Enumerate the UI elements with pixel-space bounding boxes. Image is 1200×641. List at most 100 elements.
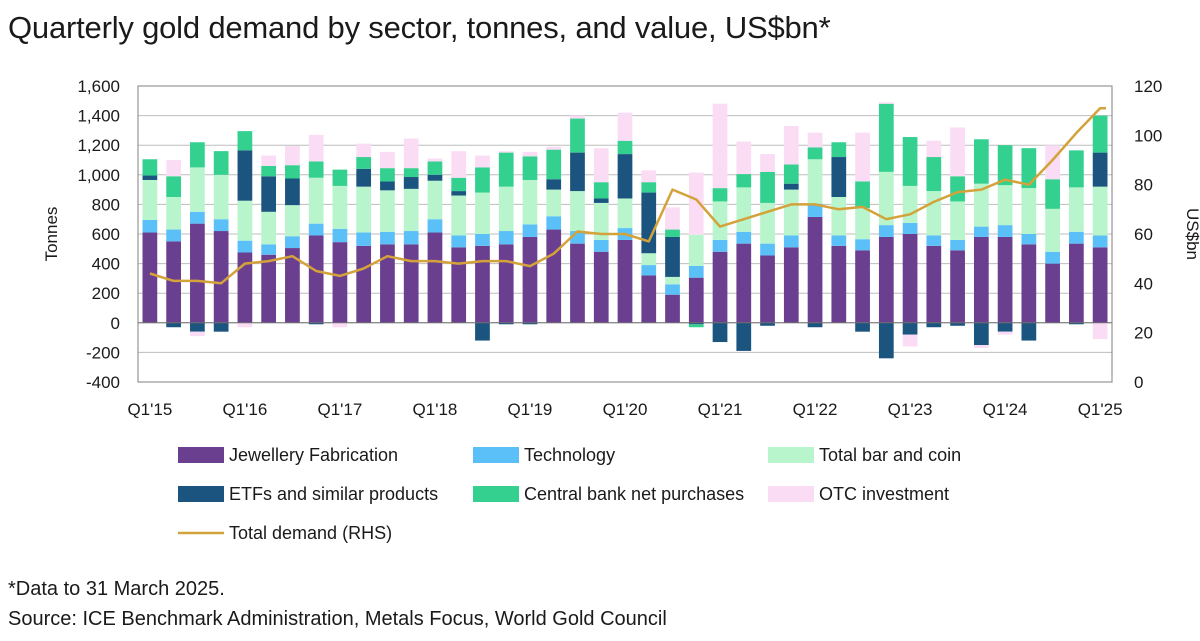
bar-segment-etfs-and-similar-products bbox=[1069, 322, 1084, 325]
bar-segment-jewellery-fabrication bbox=[475, 245, 490, 323]
bar-segment-total-bar-and-coin bbox=[498, 186, 514, 232]
bar-segment-total-bar-and-coin bbox=[902, 185, 918, 223]
bar-segment-technology bbox=[926, 235, 942, 246]
legend-label: Total demand (RHS) bbox=[229, 523, 392, 543]
bar-segment-central-bank-net-purchases bbox=[926, 157, 942, 192]
bar-segment-etfs-and-similar-products bbox=[1021, 322, 1037, 341]
bar-segment-central-bank-net-purchases bbox=[522, 156, 538, 180]
bar-segment-total-bar-and-coin bbox=[522, 179, 538, 225]
bar-segment-jewellery-fabrication bbox=[332, 242, 348, 323]
y2-tick-label: 100 bbox=[1134, 126, 1162, 145]
bar-segment-otc-investment bbox=[522, 151, 538, 157]
bar-segment-total-bar-and-coin bbox=[688, 234, 704, 266]
bar-segment-otc-investment bbox=[997, 331, 1013, 335]
bar-segment-central-bank-net-purchases bbox=[213, 151, 229, 175]
bar-segment-otc-investment bbox=[1045, 145, 1060, 180]
bar-segment-etfs-and-similar-products bbox=[926, 322, 942, 328]
y-tick-label: 800 bbox=[92, 195, 120, 214]
bar-segment-total-bar-and-coin bbox=[1021, 188, 1037, 234]
bar-segment-total-bar-and-coin bbox=[1069, 187, 1084, 232]
bar-segment-total-bar-and-coin bbox=[332, 185, 348, 229]
bar-segment-technology bbox=[878, 225, 894, 237]
bar-segment-jewellery-fabrication bbox=[997, 236, 1013, 323]
bar-segment-total-bar-and-coin bbox=[570, 191, 585, 232]
bar-segment-jewellery-fabrication bbox=[736, 243, 752, 323]
legend: Jewellery Fabrication Technology Total bar… bbox=[178, 445, 961, 543]
bar-segment-central-bank-net-purchases bbox=[356, 157, 372, 169]
bar-segment-etfs-and-similar-products bbox=[261, 176, 277, 212]
bar-segment-otc-investment bbox=[475, 155, 490, 168]
bar-segment-central-bank-net-purchases bbox=[855, 181, 870, 209]
bar-segment-central-bank-net-purchases bbox=[760, 171, 775, 203]
bar-segment-jewellery-fabrication bbox=[190, 223, 205, 323]
bar-segment-central-bank-net-purchases bbox=[950, 176, 965, 202]
bar-segment-total-bar-and-coin bbox=[403, 188, 419, 232]
bar-segment-total-bar-and-coin bbox=[641, 253, 657, 266]
x-tick-label: Q1'16 bbox=[222, 400, 267, 419]
bar-segment-jewellery-fabrication bbox=[878, 236, 894, 323]
bar-segment-jewellery-fabrication bbox=[570, 243, 585, 323]
bar-segment-otc-investment bbox=[641, 170, 657, 183]
bar-segment-jewellery-fabrication bbox=[1069, 243, 1084, 323]
bar-segment-etfs-and-similar-products bbox=[855, 322, 870, 332]
legend-item-total-bar-and-coin: Total bar and coin bbox=[768, 445, 961, 465]
bar-segment-technology bbox=[688, 265, 704, 278]
axes: -400-20002004006008001,0001,2001,4001,60… bbox=[42, 77, 1200, 419]
bar-segment-technology bbox=[332, 228, 348, 243]
bar-segment-jewellery-fabrication bbox=[617, 239, 633, 323]
bar-segment-central-bank-net-purchases bbox=[1069, 150, 1084, 188]
bar-segment-central-bank-net-purchases bbox=[878, 103, 894, 172]
y-tick-label: 1,200 bbox=[77, 136, 120, 155]
bar-segment-technology bbox=[308, 223, 324, 236]
bar-segment-jewellery-fabrication bbox=[308, 235, 324, 323]
x-tick-label: Q1'19 bbox=[508, 400, 553, 419]
bar-segment-technology bbox=[1045, 251, 1060, 264]
bar-segment-total-bar-and-coin bbox=[356, 186, 372, 233]
bar-segment-etfs-and-similar-products bbox=[831, 157, 847, 197]
bar-segment-technology bbox=[641, 265, 657, 276]
bar-segment-otc-investment bbox=[451, 151, 467, 178]
y2-tick-label: 20 bbox=[1134, 324, 1153, 343]
bar-segment-etfs-and-similar-products bbox=[522, 322, 538, 325]
bar-segment-central-bank-net-purchases bbox=[451, 177, 467, 192]
source-note: Source: ICE Benchmark Administration, Me… bbox=[8, 608, 667, 630]
legend-label: Central bank net purchases bbox=[524, 484, 744, 504]
bar-segment-technology bbox=[831, 235, 847, 246]
bar-segment-total-bar-and-coin bbox=[712, 201, 728, 240]
bar-segment-otc-investment bbox=[926, 140, 942, 158]
bar-segment-jewellery-fabrication bbox=[237, 252, 253, 323]
x-tick-label: Q1'15 bbox=[127, 400, 172, 419]
bar-segment-technology bbox=[142, 219, 158, 233]
bar-segment-etfs-and-similar-products bbox=[166, 322, 181, 328]
legend-label: Total bar and coin bbox=[819, 445, 961, 465]
bar-segment-otc-investment bbox=[665, 207, 680, 230]
bar-segment-technology bbox=[973, 226, 989, 237]
bar-segment-total-bar-and-coin bbox=[285, 205, 300, 237]
bar-segment-otc-investment bbox=[427, 158, 443, 162]
legend-item-technology: Technology bbox=[473, 445, 615, 465]
bar-segment-total-bar-and-coin bbox=[451, 195, 467, 236]
bar-segment-etfs-and-similar-products bbox=[498, 322, 514, 325]
bar-segment-jewellery-fabrication bbox=[546, 229, 562, 323]
legend-item-total-demand-rhs-: Total demand (RHS) bbox=[178, 523, 392, 543]
bar-segment-technology bbox=[498, 231, 514, 245]
legend-swatch bbox=[473, 486, 519, 502]
bar-segment-central-bank-net-purchases bbox=[641, 182, 657, 193]
y2-axis-title: US$bn bbox=[1183, 208, 1200, 260]
bar-segment-etfs-and-similar-products bbox=[712, 322, 728, 343]
bar-segment-technology bbox=[950, 239, 965, 251]
bar-segment-central-bank-net-purchases bbox=[831, 142, 847, 158]
bar-segment-jewellery-fabrication bbox=[1092, 247, 1108, 323]
bar-segment-jewellery-fabrication bbox=[831, 245, 847, 323]
bar-segment-jewellery-fabrication bbox=[142, 232, 158, 323]
bar-segment-otc-investment bbox=[1092, 322, 1108, 340]
bar-segment-total-bar-and-coin bbox=[190, 167, 205, 212]
bar-segment-etfs-and-similar-products bbox=[570, 152, 585, 192]
bar-segment-technology bbox=[190, 211, 205, 224]
bar-segment-etfs-and-similar-products bbox=[308, 322, 324, 325]
bar-segment-technology bbox=[451, 235, 467, 248]
bar-segment-central-bank-net-purchases bbox=[973, 139, 989, 184]
legend-label: Jewellery Fabrication bbox=[229, 445, 398, 465]
bar-segment-jewellery-fabrication bbox=[356, 245, 372, 323]
bar-segment-technology bbox=[1069, 231, 1084, 244]
